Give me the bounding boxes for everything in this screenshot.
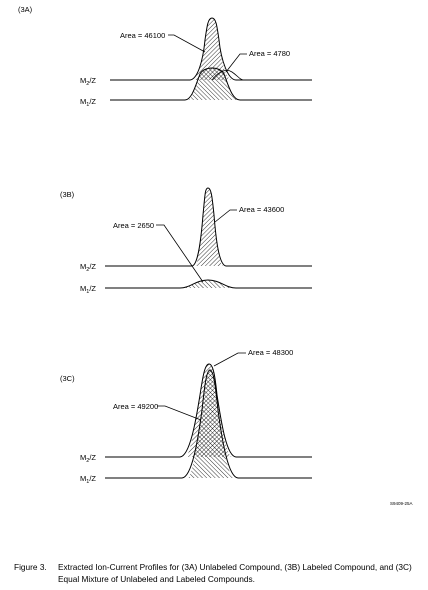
leader-3a-minor [225,53,247,73]
peak-fill-m1-3c [188,370,234,478]
peak-fill-m1-3b [182,280,234,288]
trace-label-m2-3c: M2/Z [80,453,96,464]
trace-label-m1-3b: M1/Z [80,284,96,295]
area-label-3c-minor: Area = 49200 [113,402,158,411]
area-label-3b-major: Area = 43600 [239,205,284,214]
minor-peak-3a [211,70,245,81]
leader-3b-major [214,209,237,223]
trace-label-m1-3a: M1/Z [80,97,96,108]
panel-3c: (3C) Area = 48300 Area = 49200 M2/Z M1/Z [60,348,312,485]
figure-code: S9409-25A [390,501,413,506]
caption-label: Figure 3. [14,562,47,572]
peak-fill-m2-3a [192,18,232,80]
leader-3a-major [168,34,206,53]
panel-label-3b: (3B) [60,190,75,199]
panel-label-3a: (3A) [18,5,33,14]
leader-3c-minor [157,405,202,421]
area-label-3a-minor: Area = 4780 [249,49,290,58]
panel-3b: (3B) Area = 43600 Area = 2650 M2/Z M1/Z [60,187,312,295]
caption-text: Extracted Ion-Current Profiles for (3A) … [58,562,412,584]
area-label-3b-minor: Area = 2650 [113,221,154,230]
leader-3c-major [213,352,246,367]
panel-label-3c: (3C) [60,374,75,383]
peak-fill-m2-3b [195,188,223,266]
leader-3b-minor [156,224,204,283]
trace-label-m2-3a: M2/Z [80,76,96,87]
trace-label-m1-3c: M1/Z [80,474,96,485]
area-label-3a-major: Area = 46100 [120,31,165,40]
trace-label-m2-3b: M2/Z [80,262,96,273]
panel-3a: (3A) Area = 46100 Area = 4780 M2/Z M1/Z [18,5,312,108]
area-label-3c-major: Area = 48300 [248,348,293,357]
peak-fill-m1-3a [188,68,238,100]
